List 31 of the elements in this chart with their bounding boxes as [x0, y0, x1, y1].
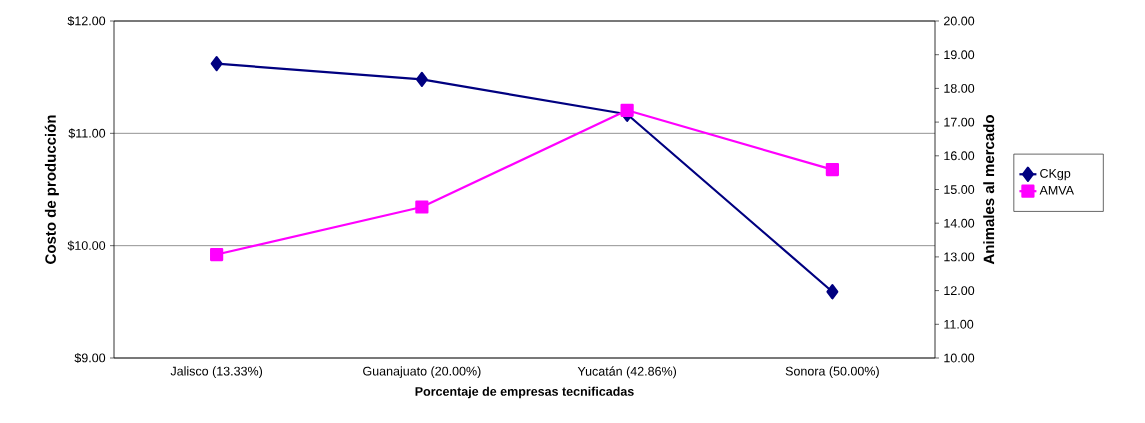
point — [825, 163, 839, 177]
x-tick-label: Jalisco (13.33%) — [170, 366, 263, 379]
point — [415, 71, 428, 88]
point — [210, 56, 223, 72]
point — [210, 247, 224, 262]
y2-tick-label: 16.00 — [944, 151, 975, 161]
x-tick-label: Yucatán (42.86%) — [577, 366, 677, 379]
point — [415, 200, 429, 214]
y2-tick-label: 11.00 — [944, 319, 974, 329]
y2-tick-label: 14.00 — [944, 218, 975, 228]
y2-axis-title: Animales al mercado — [983, 115, 995, 265]
legend-label: AMVA — [1039, 185, 1074, 195]
x-tick-label: Sonora (50.00%) — [785, 366, 879, 379]
y2-tick-label: 19.00 — [944, 50, 975, 60]
y-tick-label: $10.00 — [67, 240, 106, 251]
y-axis-title: Costo de producción — [44, 115, 59, 264]
y2-tick-label: 12.00 — [944, 286, 975, 296]
y-tick-label: $9.00 — [74, 352, 106, 364]
y2-tick-label: 18.00 — [944, 83, 975, 93]
x-tick-label: Guanajuato (20.00%) — [363, 366, 481, 379]
y2-tick-label: 20.00 — [944, 16, 975, 26]
legend-label: CKgp — [1040, 168, 1071, 181]
y2-tick-label: 10.00 — [944, 353, 975, 363]
y2-tick-label: 17.00 — [944, 117, 975, 127]
y-tick-label: $11.00 — [68, 128, 106, 139]
y2-tick-label: 13.00 — [944, 252, 975, 262]
point — [620, 103, 634, 117]
y2-tick-label: 15.00 — [944, 185, 975, 194]
y-tick-label: $12.00 — [67, 15, 106, 27]
x-axis-title: Porcentaje de empresas tecnificadas — [415, 386, 634, 399]
point — [826, 284, 839, 300]
